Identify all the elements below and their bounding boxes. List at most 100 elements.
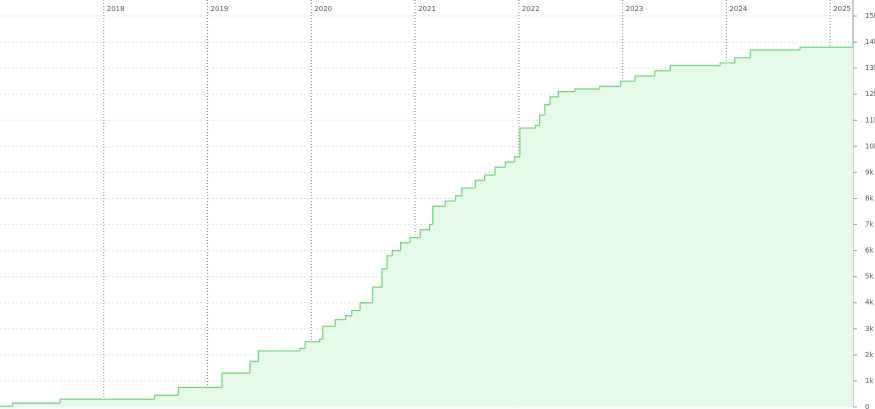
- line-step: [319, 338, 323, 342]
- y-tick-label: 1k: [865, 377, 874, 385]
- line-step: [257, 350, 300, 362]
- line-step: [359, 302, 373, 311]
- line-step: [399, 242, 410, 251]
- area-step: [654, 70, 671, 408]
- line-step: [11, 402, 61, 407]
- y-tick-label: 5k: [865, 273, 874, 281]
- area-step: [222, 373, 251, 407]
- x-tick-label: 2021: [418, 5, 436, 13]
- area-step: [514, 156, 520, 407]
- line-step: [444, 200, 456, 207]
- y-tick-label: 10k: [865, 142, 875, 150]
- line-step: [574, 88, 600, 92]
- y-tick-label: 12k: [865, 90, 875, 98]
- area-step: [750, 49, 801, 408]
- area-step: [475, 180, 485, 407]
- line-step: [177, 386, 223, 396]
- y-tick-label: 15k: [865, 12, 875, 20]
- line-step: [669, 64, 721, 71]
- line-step: [344, 315, 352, 320]
- area-step: [461, 188, 476, 407]
- area-step: [258, 350, 300, 407]
- y-tick-label: 4k: [865, 299, 874, 307]
- area-step: [549, 96, 559, 407]
- area-step: [574, 88, 600, 407]
- area-step: [60, 399, 155, 407]
- line-step: [654, 70, 671, 76]
- line-step: [544, 104, 550, 116]
- line-step: [304, 341, 320, 349]
- line-step: [386, 255, 393, 269]
- area-step: [250, 361, 259, 407]
- line-step: [557, 90, 575, 97]
- line-step: [484, 174, 495, 181]
- area-step: [519, 128, 536, 407]
- line-step: [454, 195, 462, 202]
- area-step: [392, 250, 401, 407]
- line-step: [299, 347, 306, 351]
- area-step: [544, 104, 550, 408]
- line-step: [249, 360, 259, 374]
- area-step: [335, 319, 346, 407]
- y-tick-label: 9k: [865, 168, 874, 176]
- area-step: [178, 387, 223, 407]
- area-step: [305, 341, 320, 407]
- line-step: [534, 124, 540, 129]
- line-step: [504, 161, 515, 168]
- area-step: [539, 115, 545, 407]
- y-tick-label: 2k: [865, 351, 874, 359]
- y-tick-label: 3k: [865, 325, 874, 333]
- area-step: [351, 310, 361, 407]
- area-step: [455, 195, 462, 407]
- area-step: [381, 268, 388, 407]
- area-step: [599, 86, 621, 407]
- line-step: [474, 179, 485, 189]
- area-step: [409, 237, 421, 407]
- area-step: [345, 315, 352, 407]
- area-step: [800, 47, 850, 407]
- area-step: [635, 75, 655, 407]
- x-tick-label: 2019: [211, 5, 229, 13]
- area-step: [12, 403, 61, 407]
- y-tick-label: 6k: [865, 247, 874, 255]
- area-step: [720, 62, 735, 408]
- y-tick-label: 11k: [865, 116, 875, 124]
- line-step: [539, 114, 545, 126]
- y-tick-label: 14k: [865, 38, 875, 46]
- area-step: [299, 348, 306, 407]
- line-step: [381, 268, 388, 288]
- line-step: [351, 309, 361, 316]
- area-step: [429, 224, 433, 407]
- line-step: [419, 229, 430, 238]
- area-step: [445, 201, 456, 407]
- area-step: [360, 302, 373, 407]
- area-step: [535, 125, 540, 407]
- area-step: [620, 81, 636, 408]
- area-step: [319, 339, 323, 407]
- area-step: [372, 287, 382, 407]
- area-step: [558, 91, 575, 408]
- line-step: [334, 319, 346, 327]
- line-step: [734, 57, 751, 63]
- area-step: [505, 161, 515, 407]
- line-step: [519, 127, 536, 157]
- line-step: [322, 325, 336, 340]
- x-tick-label: 2020: [314, 5, 332, 13]
- y-tick-label: 0: [865, 403, 869, 409]
- area-step: [420, 229, 430, 407]
- x-tick-label: 2024: [729, 5, 747, 13]
- line-step: [619, 80, 636, 87]
- line-step: [409, 236, 421, 243]
- x-tick-label: 2018: [107, 5, 125, 13]
- x-tick-label: 2025: [833, 5, 851, 13]
- area-step: [322, 326, 336, 407]
- line-step: [514, 156, 520, 162]
- y-tick-label: 13k: [865, 64, 875, 72]
- area-step: [432, 206, 446, 407]
- line-step: [221, 372, 251, 388]
- y-tick-label: 7k: [865, 221, 874, 229]
- area-step: [849, 47, 853, 407]
- line-step: [59, 398, 155, 404]
- line-step: [719, 62, 735, 66]
- line-step: [154, 394, 179, 400]
